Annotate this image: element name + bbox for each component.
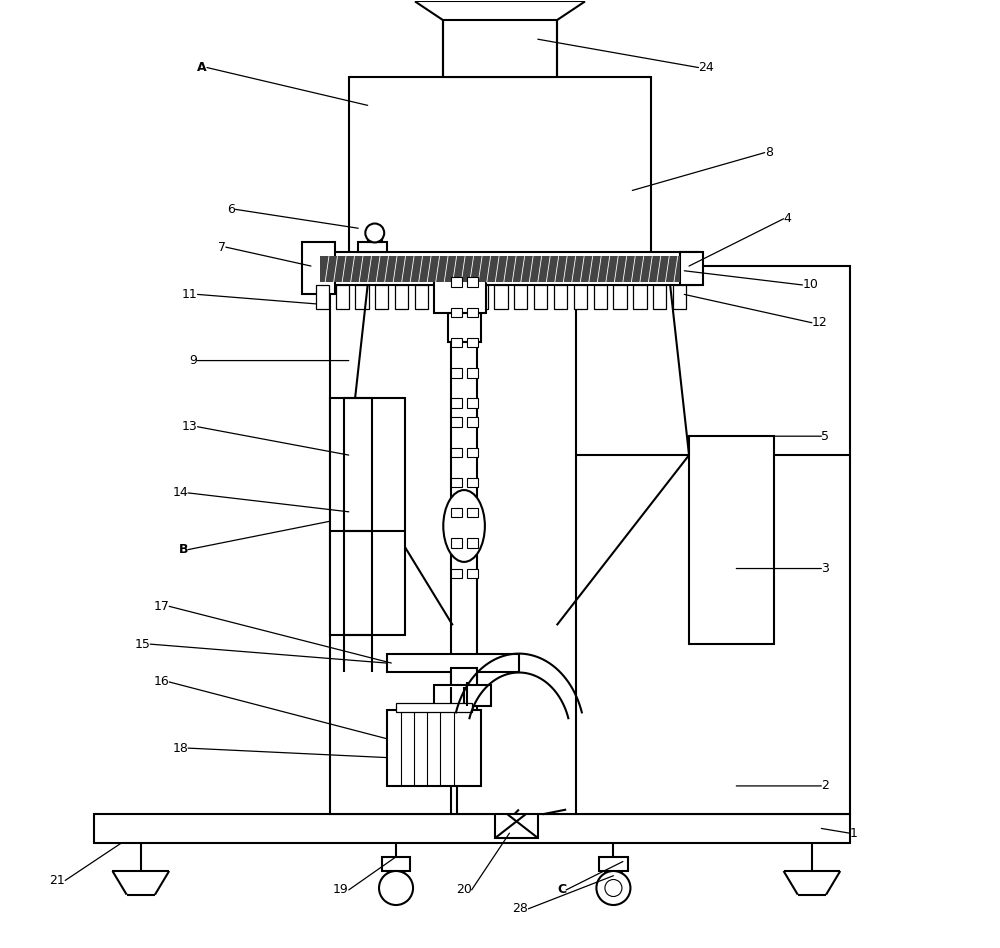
- Bar: [375, 285, 388, 309]
- Bar: [574, 285, 587, 309]
- Text: 16: 16: [153, 675, 169, 688]
- Bar: [474, 285, 488, 309]
- Bar: [443, 20, 557, 77]
- Text: 18: 18: [172, 741, 188, 755]
- Bar: [633, 285, 647, 309]
- Bar: [94, 814, 850, 843]
- Bar: [451, 337, 462, 347]
- Bar: [514, 285, 527, 309]
- Bar: [415, 285, 428, 309]
- Bar: [451, 478, 462, 487]
- Bar: [387, 710, 481, 786]
- Text: 20: 20: [456, 884, 472, 897]
- Bar: [467, 508, 478, 518]
- Bar: [336, 285, 349, 309]
- Bar: [594, 285, 607, 309]
- Text: 4: 4: [784, 212, 791, 226]
- Bar: [554, 285, 567, 309]
- Text: 6: 6: [227, 203, 235, 216]
- Bar: [653, 285, 666, 309]
- Bar: [494, 285, 508, 309]
- Text: C: C: [557, 884, 566, 897]
- Text: 3: 3: [821, 562, 829, 575]
- Bar: [467, 278, 478, 287]
- Bar: [330, 266, 850, 814]
- Circle shape: [596, 871, 630, 905]
- Bar: [311, 252, 698, 285]
- Bar: [355, 285, 369, 309]
- Bar: [387, 653, 519, 672]
- Text: 10: 10: [802, 279, 818, 291]
- Bar: [316, 285, 329, 309]
- Bar: [451, 278, 462, 287]
- Text: 1: 1: [850, 827, 858, 840]
- Text: 9: 9: [190, 354, 198, 367]
- Bar: [451, 667, 477, 686]
- Text: 17: 17: [153, 600, 169, 612]
- Bar: [467, 308, 478, 317]
- Bar: [302, 243, 335, 295]
- Text: 7: 7: [218, 241, 226, 254]
- Bar: [467, 368, 478, 377]
- Bar: [451, 368, 462, 377]
- Bar: [467, 337, 478, 347]
- Bar: [673, 285, 686, 309]
- Bar: [451, 569, 462, 578]
- Bar: [599, 857, 628, 871]
- Text: 12: 12: [812, 317, 828, 329]
- Bar: [434, 684, 491, 705]
- Text: 21: 21: [49, 874, 65, 887]
- Bar: [395, 285, 408, 309]
- Bar: [382, 857, 410, 871]
- Text: 14: 14: [172, 486, 188, 500]
- Text: 8: 8: [765, 146, 773, 159]
- Bar: [451, 308, 462, 317]
- Text: 5: 5: [821, 429, 829, 443]
- Bar: [467, 398, 478, 408]
- Text: B: B: [179, 543, 188, 556]
- Bar: [680, 252, 703, 285]
- Bar: [358, 243, 387, 252]
- Ellipse shape: [443, 490, 485, 562]
- Circle shape: [379, 871, 413, 905]
- Bar: [613, 285, 627, 309]
- Bar: [396, 702, 472, 712]
- Bar: [495, 805, 538, 838]
- Bar: [467, 447, 478, 457]
- Bar: [467, 417, 478, 427]
- Text: 24: 24: [698, 61, 714, 74]
- Bar: [435, 285, 448, 309]
- Bar: [689, 436, 774, 644]
- Bar: [534, 285, 547, 309]
- Text: 15: 15: [134, 638, 150, 650]
- Bar: [455, 285, 468, 309]
- Text: 13: 13: [182, 420, 198, 433]
- Bar: [448, 271, 481, 341]
- Text: 19: 19: [333, 884, 349, 897]
- Bar: [467, 569, 478, 578]
- Bar: [451, 447, 462, 457]
- Text: 28: 28: [512, 902, 528, 916]
- Text: 11: 11: [182, 288, 198, 301]
- Bar: [368, 228, 382, 243]
- Bar: [451, 538, 462, 548]
- Circle shape: [365, 224, 384, 243]
- Bar: [320, 256, 680, 283]
- Bar: [467, 478, 478, 487]
- Bar: [451, 398, 462, 408]
- Bar: [349, 77, 651, 266]
- Bar: [434, 281, 486, 313]
- Bar: [451, 341, 477, 757]
- Circle shape: [605, 880, 622, 897]
- Bar: [467, 538, 478, 548]
- Bar: [451, 508, 462, 518]
- Text: A: A: [197, 61, 207, 74]
- Text: 2: 2: [821, 779, 829, 793]
- Bar: [330, 398, 405, 635]
- Bar: [451, 417, 462, 427]
